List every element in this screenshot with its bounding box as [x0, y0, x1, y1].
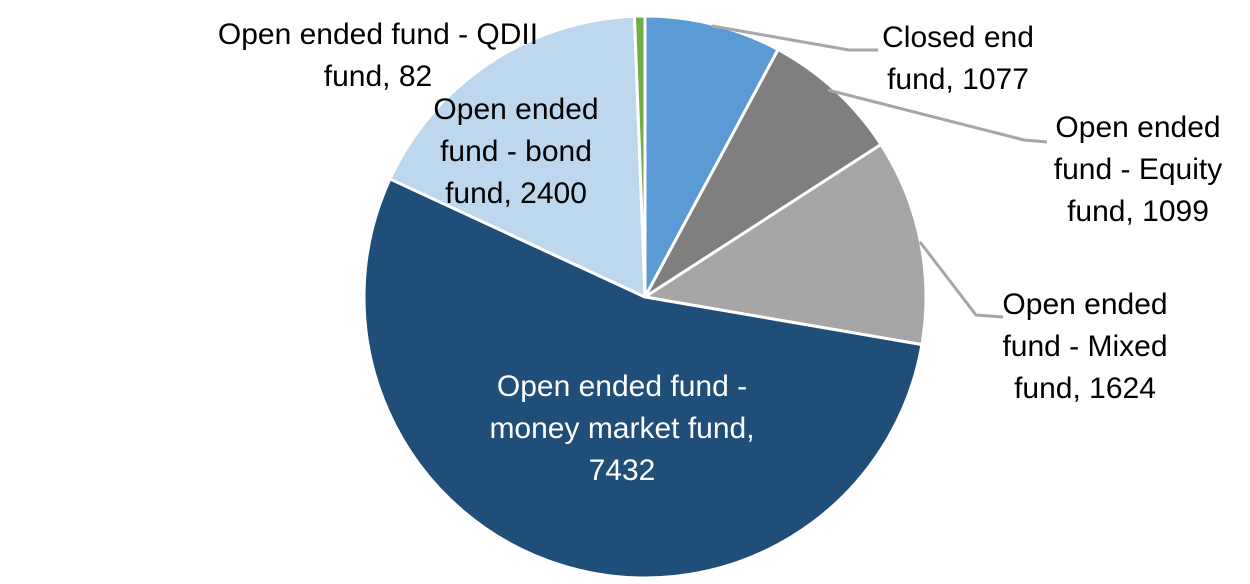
data-label-line: Open ended [1055, 111, 1221, 144]
pie-slice-qdii[interactable] [632, 14, 647, 299]
data-label-equity: Open ended fund - Equity fund, 1099 [1054, 107, 1222, 233]
data-label-line: money market fund, [489, 412, 755, 445]
leader-line-equity [827, 88, 1048, 144]
data-label-line: fund - Equity [1053, 153, 1223, 186]
pie-slice-bond[interactable] [388, 14, 647, 299]
data-label-line: Open ended [433, 93, 599, 126]
leader-line-mixed [918, 241, 1004, 319]
data-label-line: Open ended [1002, 288, 1168, 321]
data-label-money: Open ended fund - money market fund, 7432 [489, 366, 754, 492]
data-label-line: Open ended fund - QDII [217, 18, 539, 51]
pie-slice-money[interactable] [362, 177, 924, 580]
data-label-line: Open ended fund - [496, 370, 748, 403]
data-label-line: fund, 82 [323, 60, 433, 93]
leader-line-closed [711, 24, 878, 52]
data-label-closed: Closed end fund, 1077 [882, 17, 1034, 101]
data-label-qdii: Open ended fund - QDII fund, 82 [218, 14, 538, 98]
data-label-bond: Open ended fund - bond fund, 2400 [433, 89, 598, 215]
data-label-line: fund, 1099 [1067, 195, 1209, 228]
pie-slice-mixed[interactable] [643, 142, 928, 347]
data-label-line: fund - Mixed [1002, 330, 1168, 363]
data-label-line: fund, 1624 [1014, 372, 1156, 405]
data-label-line: fund, 2400 [445, 177, 587, 210]
pie-slice-closed[interactable] [643, 14, 780, 299]
data-label-line: 7432 [588, 454, 656, 487]
data-label-line: fund - bond [440, 135, 592, 168]
data-label-line: Closed end [882, 21, 1034, 54]
data-label-line: fund, 1077 [887, 63, 1029, 96]
data-label-mixed: Open ended fund - Mixed fund, 1624 [1002, 284, 1167, 410]
